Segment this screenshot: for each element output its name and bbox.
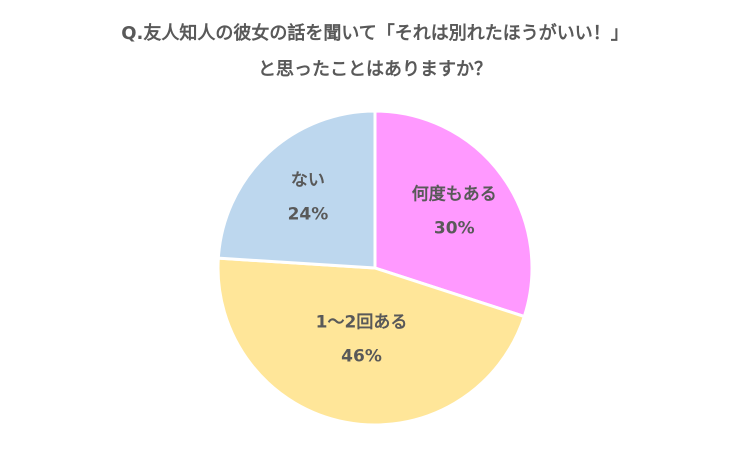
pie-slice <box>373 109 534 319</box>
chart-title: Q.友人知人の彼女の話を聞いて「それは別れたほうがいい！」 <box>121 22 629 44</box>
value-label: 24% <box>288 205 329 225</box>
slice-label: 何度もある <box>412 183 497 204</box>
pie-slice <box>216 109 377 270</box>
pie-slice <box>216 256 527 427</box>
value-label: 30% <box>434 218 475 238</box>
slice-label: ない <box>291 171 325 191</box>
chart-title: と思ったことはありますか？ <box>258 59 492 80</box>
value-label: 46% <box>341 347 382 367</box>
slice-label: 1〜2回ある <box>316 313 408 333</box>
